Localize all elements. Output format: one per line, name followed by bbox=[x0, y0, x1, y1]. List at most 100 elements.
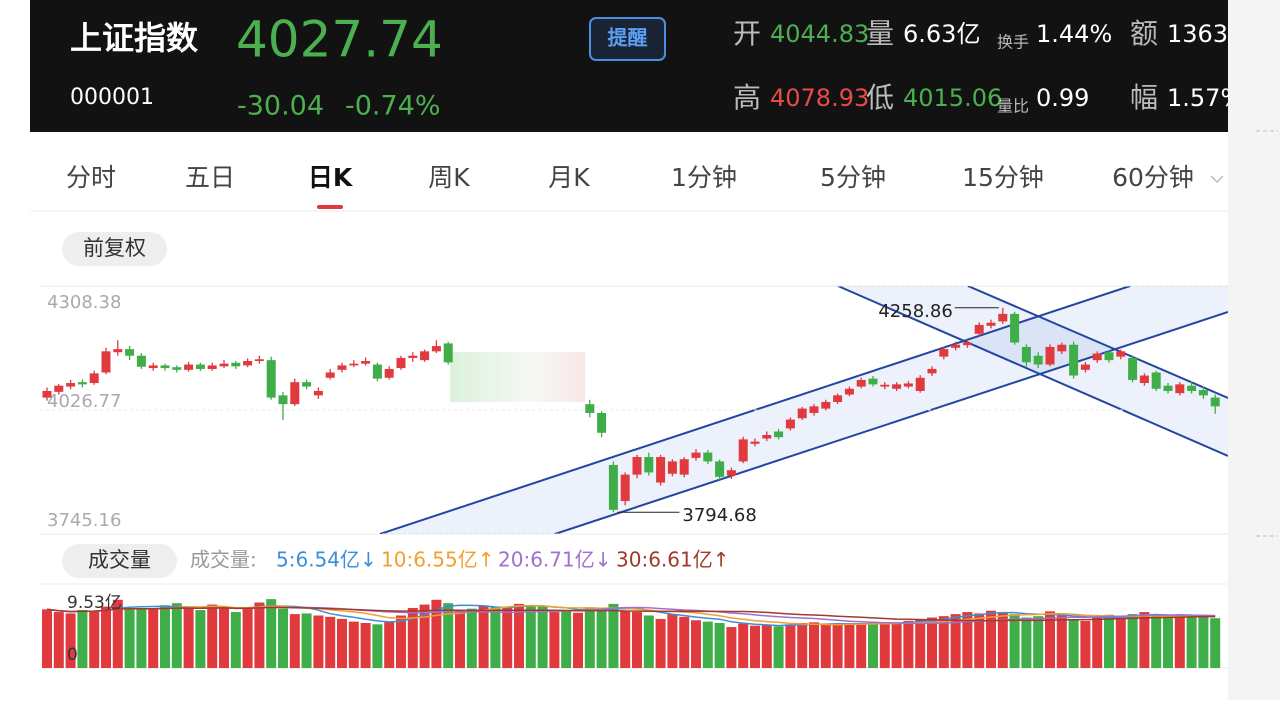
volume-legend-entry: 10:6.55亿↑ bbox=[381, 548, 494, 572]
candle-body bbox=[160, 365, 170, 369]
header: 上证指数 4027.74 000001 -30.04 -0.74% 提醒 开 40… bbox=[70, 11, 1228, 122]
candle-body bbox=[302, 382, 312, 387]
channel-line bbox=[837, 286, 1228, 457]
volume-bar bbox=[419, 604, 430, 668]
stat-value: 1.44% bbox=[1036, 20, 1112, 48]
tab-more[interactable] bbox=[1210, 175, 1224, 184]
volume-title[interactable]: 成交量 bbox=[88, 548, 151, 572]
candle-body bbox=[54, 385, 64, 392]
candle-body bbox=[844, 388, 854, 395]
volume-ma-line bbox=[46, 606, 1216, 622]
volume-bar bbox=[160, 605, 170, 668]
volume-bar bbox=[1115, 616, 1126, 668]
candle-body bbox=[1163, 385, 1173, 391]
candle-body bbox=[1198, 390, 1208, 396]
stat-label: 高 bbox=[733, 81, 761, 114]
tab[interactable]: 60分钟 bbox=[1112, 163, 1194, 192]
alert-label[interactable]: 提醒 bbox=[608, 26, 648, 50]
stat-value: 4015.06 bbox=[903, 84, 1002, 112]
volume-button[interactable] bbox=[62, 544, 177, 578]
index-name: 上证指数 bbox=[70, 19, 199, 57]
volume-bar bbox=[195, 610, 206, 668]
stat-label: 开 bbox=[733, 17, 761, 50]
volume-bar bbox=[891, 622, 902, 668]
y-tick-label: 3745.16 bbox=[47, 510, 121, 531]
stat-value: 0.99 bbox=[1036, 84, 1089, 112]
candle-body bbox=[325, 372, 335, 378]
candle-body bbox=[219, 363, 229, 367]
volume-bar bbox=[1104, 614, 1114, 668]
volume-bar bbox=[1198, 616, 1209, 668]
tab[interactable]: 五日 bbox=[185, 163, 235, 192]
candle-body bbox=[738, 439, 748, 462]
tab[interactable]: 15分钟 bbox=[962, 163, 1044, 192]
adjust-label[interactable]: 前复权 bbox=[83, 236, 146, 260]
volume-bar bbox=[667, 614, 678, 668]
candle-body bbox=[1057, 344, 1067, 352]
volume-tick-label: 0 bbox=[67, 645, 78, 665]
volume-bar bbox=[1009, 614, 1020, 668]
volume-bar bbox=[1139, 612, 1150, 668]
volume-bar bbox=[738, 623, 749, 668]
candle-body bbox=[42, 390, 52, 398]
volume-bar bbox=[42, 609, 52, 668]
volume-bar bbox=[962, 612, 973, 668]
volume-bar bbox=[1068, 619, 1079, 668]
index-code: 000001 bbox=[70, 85, 154, 110]
volume-bar bbox=[974, 613, 985, 668]
tab[interactable]: 分时 bbox=[66, 163, 116, 192]
candle-body bbox=[691, 452, 701, 458]
candle-body bbox=[774, 431, 784, 438]
candle-body bbox=[1069, 344, 1079, 376]
candle-body bbox=[136, 355, 146, 367]
y-tick-label: 4308.38 bbox=[47, 292, 121, 313]
volume-bar bbox=[1186, 614, 1197, 668]
volume-bar bbox=[171, 603, 182, 668]
volume-bar bbox=[502, 607, 513, 668]
candle-body bbox=[715, 461, 725, 477]
volume-bar bbox=[1151, 614, 1162, 668]
candle-body bbox=[1021, 346, 1031, 363]
volume-bar bbox=[490, 606, 501, 668]
volume-bar bbox=[549, 612, 560, 668]
stat-label: 低 bbox=[866, 81, 894, 114]
tab[interactable]: 月K bbox=[548, 163, 590, 192]
candle-body bbox=[254, 359, 264, 362]
candle-body bbox=[656, 457, 666, 483]
volume-bar bbox=[1174, 616, 1185, 668]
tab[interactable]: 日K bbox=[308, 163, 354, 192]
candle-body bbox=[939, 349, 949, 357]
candle-body bbox=[1187, 385, 1197, 391]
volume-bar bbox=[301, 613, 312, 668]
volume-bar bbox=[844, 623, 855, 668]
tab[interactable]: 周K bbox=[428, 163, 470, 192]
stat-value: 6.63亿 bbox=[903, 20, 980, 48]
candle-body bbox=[148, 365, 158, 369]
obscured-area bbox=[450, 352, 585, 402]
volume-bar bbox=[997, 612, 1008, 668]
candle-body bbox=[172, 367, 182, 370]
volume-bar bbox=[1163, 617, 1173, 668]
stat-value: 4078.93 bbox=[770, 84, 869, 112]
left-strip bbox=[0, 0, 30, 700]
volume-legend-entry: 5:6.54亿↓ bbox=[276, 548, 377, 572]
volume-bar bbox=[820, 624, 831, 668]
volume-bar bbox=[938, 616, 949, 668]
volume-bar bbox=[136, 607, 147, 668]
volume-bar bbox=[620, 610, 631, 668]
adjust-button[interactable] bbox=[62, 232, 167, 266]
channel-line bbox=[554, 311, 1228, 534]
alert-button[interactable] bbox=[589, 17, 666, 61]
candle-body bbox=[1210, 397, 1220, 407]
candle-body bbox=[750, 441, 760, 444]
tab[interactable]: 1分钟 bbox=[671, 163, 737, 192]
candle-body bbox=[632, 457, 642, 475]
candle-body bbox=[927, 368, 937, 374]
tab[interactable]: 5分钟 bbox=[820, 163, 886, 192]
volume-bar bbox=[632, 612, 642, 668]
volume-bar bbox=[230, 612, 241, 668]
candle-body bbox=[726, 470, 736, 476]
volume-bar bbox=[219, 607, 229, 668]
candle-body bbox=[384, 368, 394, 378]
